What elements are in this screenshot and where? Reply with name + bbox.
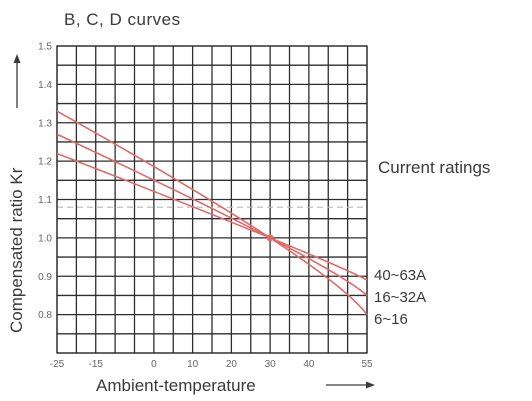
y-tick-label: 1.3 [38,118,52,129]
legend-label: 40~63A [374,267,426,284]
y-tick-label: 0.8 [38,310,52,321]
grid [56,45,368,354]
legend: 40~63A 16~32A 6~16 [374,267,426,328]
y-tick-label: 1.4 [38,80,52,91]
y-axis-label: Compensated ratio Kr [7,167,26,333]
x-tick-label: 40 [303,359,315,370]
y-tick-labels: 0.8 0.9 1.0 1.1 1.2 1.3 1.4 1.5 [38,42,52,322]
x-axis-arrowhead-icon [366,381,375,389]
side-label: Current ratings [378,158,490,177]
intersection-marker [266,234,274,242]
y-tick-label: 0.9 [38,272,52,283]
x-tick-label: -15 [89,359,104,370]
legend-label: 6~16 [374,311,408,328]
x-tick-label: -25 [50,359,65,370]
legend-label: 16~32A [374,289,426,306]
y-tick-label: 1.1 [38,195,52,206]
x-tick-label: 30 [265,359,277,370]
x-tick-label: 55 [361,359,373,370]
x-axis-label: Ambient-temperature [96,376,256,395]
plot-frame [56,45,368,354]
y-tick-label: 1.5 [38,42,52,53]
x-tick-labels: -25 -15 0 10 20 30 40 55 [50,359,373,370]
x-tick-label: 0 [151,359,157,370]
y-tick-label: 1.2 [38,157,52,168]
x-tick-label: 10 [187,359,199,370]
y-axis-arrowhead-icon [13,54,21,63]
chart-title: B, C, D curves [64,10,181,29]
x-tick-label: 20 [226,359,238,370]
y-tick-label: 1.0 [38,233,52,244]
